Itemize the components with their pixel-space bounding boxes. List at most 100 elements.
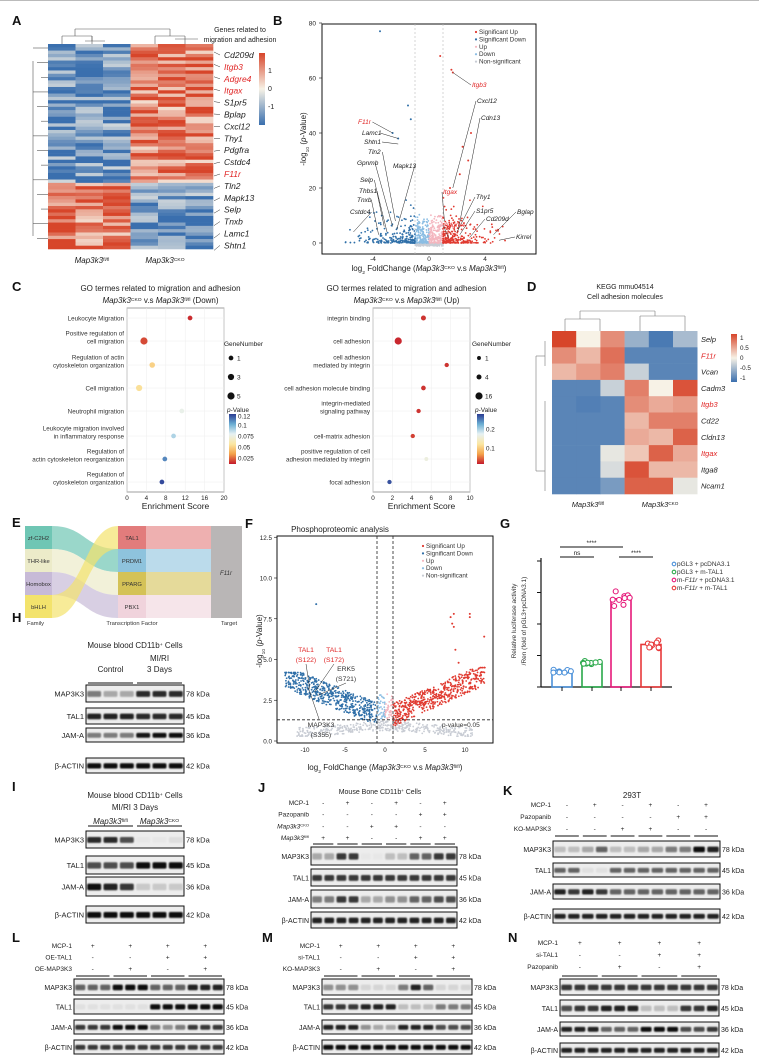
- heatmap-cell: [103, 50, 131, 55]
- heatmap-cell: [185, 149, 214, 154]
- protein-band: [312, 896, 322, 903]
- phosphosite-annotation: ERK5: [337, 666, 355, 673]
- data-point: [389, 728, 392, 731]
- data-point: [341, 703, 344, 706]
- protein-band: [348, 896, 359, 903]
- data-point: [443, 729, 445, 732]
- heatmap-cell: [48, 245, 76, 250]
- data-point: [394, 712, 397, 715]
- gene-label: Cd22: [701, 417, 720, 426]
- protein-band: [312, 917, 322, 924]
- heatmap-cell: [158, 63, 186, 68]
- heatmap-cell: [75, 73, 104, 78]
- heatmap-cell: [103, 146, 131, 151]
- data-point: [476, 230, 478, 233]
- gene-annotation: Selp: [360, 177, 373, 184]
- data-point: [452, 241, 455, 244]
- text-segment: +: [401, 788, 404, 793]
- gene-annotation: Adgre4: [443, 222, 465, 229]
- protein-band: [360, 984, 371, 991]
- group-label: Map3k3fl/fl: [572, 500, 605, 509]
- protein-band: [168, 690, 183, 697]
- data-point: [430, 214, 432, 217]
- heatmap-cell: [48, 176, 76, 180]
- protein-band: [609, 889, 622, 895]
- data-point: [418, 693, 421, 696]
- data-point: [436, 225, 439, 228]
- heatmap-cell: [130, 186, 159, 190]
- protein-band: [448, 984, 459, 991]
- protein-label: β-ACTIN: [524, 914, 551, 921]
- data-point: [456, 234, 459, 237]
- replicate-point: [561, 669, 568, 676]
- data-point: [400, 706, 403, 708]
- protein-band: [103, 713, 118, 720]
- data-point: [358, 731, 361, 734]
- data-point: [299, 688, 302, 691]
- heatmap-cell: [103, 232, 131, 237]
- data-point: [337, 702, 340, 705]
- data-point: [380, 711, 383, 714]
- condition-value: -: [566, 814, 568, 821]
- data-point: [424, 237, 427, 240]
- data-point: [316, 699, 319, 702]
- heatmap-cell: [552, 477, 577, 495]
- blot-membrane: [552, 908, 721, 924]
- data-point: [432, 689, 435, 692]
- protein-band: [212, 1024, 223, 1030]
- data-point: [464, 727, 467, 729]
- text-segment: CKO: [400, 764, 411, 770]
- data-point: [406, 722, 408, 725]
- protein-label: β-ACTIN: [293, 1045, 320, 1052]
- significance-label: ****: [586, 540, 597, 547]
- data-point: [353, 728, 356, 731]
- heatmap-cell: [185, 53, 214, 58]
- data-point: [361, 713, 363, 716]
- data-point: [442, 235, 445, 238]
- data-point: [364, 710, 366, 713]
- heatmap-cell: [185, 146, 214, 151]
- heatmap-cell: [185, 166, 214, 170]
- heatmap-cell: [185, 100, 214, 104]
- heatmap-cell: [158, 189, 186, 194]
- protein-band: [667, 1047, 679, 1053]
- data-point: [317, 679, 320, 681]
- protein-band: [410, 1024, 421, 1030]
- heatmap-cell: [103, 90, 131, 94]
- heatmap-cell: [48, 146, 76, 151]
- protein-band: [385, 853, 395, 860]
- text-segment: MI/RI 3 Days: [112, 803, 158, 812]
- heatmap-cell: [600, 461, 625, 478]
- heatmap-cell: [624, 412, 650, 430]
- text-segment: fl/fl: [435, 297, 441, 303]
- data-point: [327, 728, 330, 731]
- legend-entry: m-F11r + pcDNA3.1: [677, 577, 735, 584]
- data-point: [406, 713, 408, 716]
- data-point: [436, 700, 439, 703]
- protein-band: [87, 1004, 98, 1010]
- heatmap-cell: [75, 229, 104, 233]
- data-point: [301, 727, 304, 730]
- data-point: [453, 227, 456, 230]
- heatmap-cell: [75, 159, 104, 164]
- heatmap-cell: [185, 93, 214, 98]
- data-point: [367, 720, 369, 723]
- data-point: [468, 616, 471, 619]
- data-point: [442, 733, 445, 736]
- data-point: [398, 715, 400, 718]
- data-point: [360, 701, 363, 704]
- protein-band: [125, 1024, 136, 1030]
- data-point: [394, 705, 397, 707]
- annotation-leader: [493, 211, 517, 235]
- data-point: [402, 724, 405, 726]
- go-term-dot: [424, 457, 429, 461]
- data-point: [386, 220, 388, 223]
- data-point: [386, 231, 389, 234]
- protein-band: [119, 883, 134, 891]
- protein-band: [125, 1044, 136, 1050]
- heatmap-cell: [158, 149, 186, 154]
- heatmap-cell: [130, 57, 159, 61]
- heatmap-cell: [648, 412, 674, 430]
- data-point: [374, 717, 377, 720]
